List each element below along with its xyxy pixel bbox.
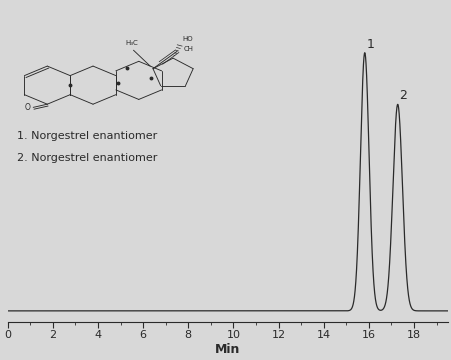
Text: HO: HO — [181, 36, 192, 42]
X-axis label: Min: Min — [215, 343, 240, 356]
Text: H₃C: H₃C — [125, 40, 138, 46]
Text: 1. Norgestrel enantiomer: 1. Norgestrel enantiomer — [17, 131, 157, 141]
Text: CH: CH — [184, 46, 193, 52]
Text: 2: 2 — [398, 89, 406, 102]
Text: 2. Norgestrel enantiomer: 2. Norgestrel enantiomer — [17, 153, 157, 163]
Text: O: O — [25, 103, 31, 112]
Text: 1: 1 — [366, 38, 373, 51]
